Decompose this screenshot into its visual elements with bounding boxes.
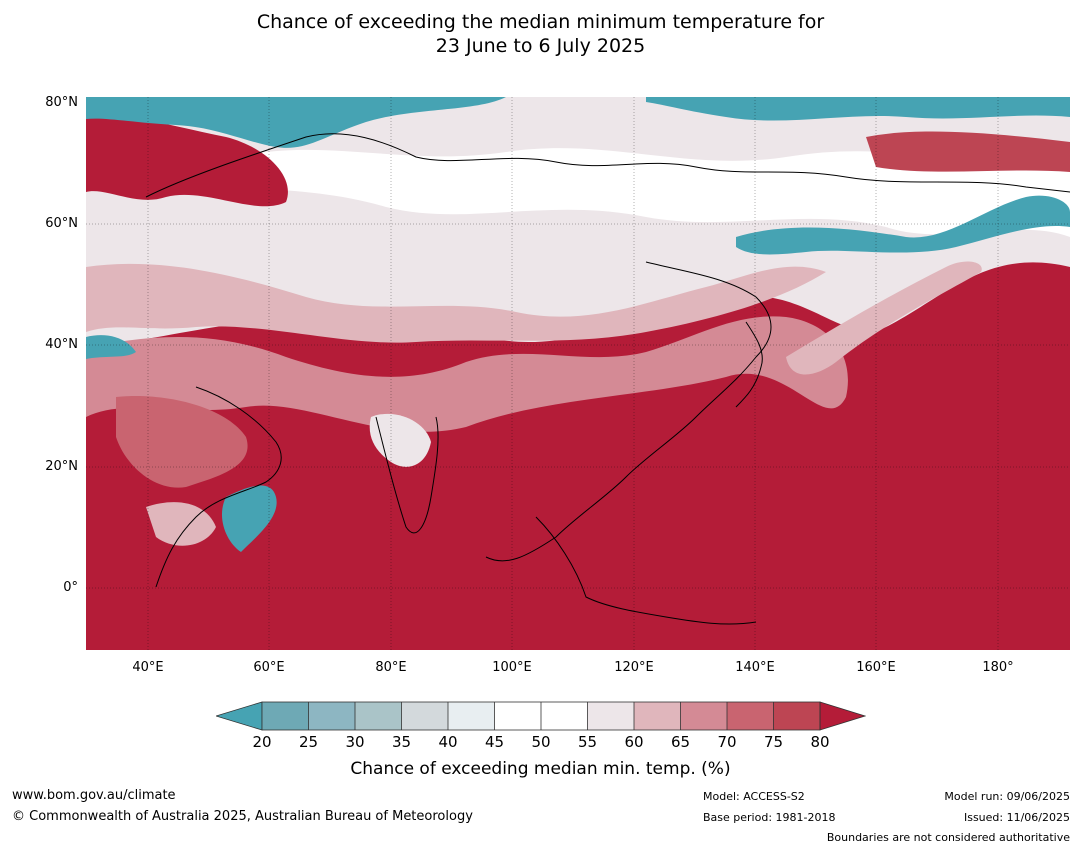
issued-date: Issued: 11/06/2025 (963, 811, 1070, 824)
colorbar-swatch-55-60 (587, 702, 634, 730)
colorbar-tick-60: 60 (624, 733, 644, 751)
colorbar-swatch-20-25 (262, 702, 309, 730)
caspian-teal-region (86, 335, 136, 359)
lat-label-80n: 80°N (45, 95, 78, 110)
lat-label-60n: 60°N (45, 216, 78, 231)
mid-light-pink-region (86, 263, 826, 343)
northwest-red-region (86, 116, 288, 207)
arctic-teal-region (86, 97, 506, 148)
lon-label-180: 180° (982, 660, 1014, 675)
pacific-light-streak (786, 261, 982, 375)
lat-label-0: 0° (63, 580, 78, 595)
lon-label-80e: 80°E (375, 660, 407, 675)
arabia-pink-region (116, 396, 248, 488)
colorbar-swatch-60-65 (634, 702, 681, 730)
lon-label-40e: 40°E (132, 660, 164, 675)
colorbar (216, 701, 866, 731)
arabia-light-region (146, 502, 216, 546)
colorbar-tick-30: 30 (345, 733, 365, 751)
arctic-teal-region-2 (646, 97, 1070, 121)
chart-title: Chance of exceeding the median minimum t… (0, 10, 1081, 58)
colorbar-swatch-65-70 (680, 702, 727, 730)
colorbar-tick-50: 50 (531, 733, 551, 751)
lon-label-60e: 60°E (253, 660, 285, 675)
colorbar-tick-20: 20 (252, 733, 272, 751)
colorbar-swatch-40-45 (448, 702, 495, 730)
north-white-region (86, 148, 1070, 237)
lon-label-140e: 140°E (735, 660, 775, 675)
copyright-text: © Commonwealth of Australia 2025, Austra… (12, 809, 473, 824)
colorbar-tick-25: 25 (298, 733, 319, 751)
arabian-teal-region (221, 485, 277, 552)
colorbar-swatch-45-50 (494, 702, 541, 730)
title-line-1: Chance of exceeding the median minimum t… (256, 11, 825, 33)
lon-label-120e: 120°E (614, 660, 654, 675)
colorbar-swatch-50-55 (541, 702, 588, 730)
lat-label-20n: 20°N (45, 459, 78, 474)
colorbar-tick-70: 70 (717, 733, 737, 751)
colorbar-tick-40: 40 (438, 733, 458, 751)
colorbar-swatch-30-35 (355, 702, 402, 730)
colorbar-swatch-70-75 (727, 702, 774, 730)
colorbar-tick-65: 65 (670, 733, 691, 751)
colorbar-tick-55: 55 (577, 733, 598, 751)
okhotsk-teal-region (736, 195, 1070, 255)
colorbar-tick-45: 45 (484, 733, 505, 751)
colorbar-tick-80: 80 (810, 733, 830, 751)
colorbar-swatch-25-30 (308, 702, 355, 730)
lon-label-160e: 160°E (856, 660, 896, 675)
colorbar-min-arrow (216, 701, 263, 731)
website-link[interactable]: www.bom.gov.au/climate (12, 788, 176, 803)
colorbar-tick-75: 75 (763, 733, 784, 751)
colorbar-swatch-75-80 (773, 702, 820, 730)
colorbar-max-arrow (819, 701, 866, 731)
graticule (86, 97, 1070, 650)
siberia-red-patch (866, 131, 1070, 172)
coastlines (145, 133, 1070, 625)
colorbar-tick-35: 35 (391, 733, 412, 751)
map-canvas (86, 97, 1070, 650)
model-run-date: Model run: 09/06/2025 (944, 790, 1070, 803)
probability-map (86, 97, 1070, 650)
mid-pink-region (86, 316, 848, 432)
colorbar-label: Chance of exceeding median min. temp. (%… (350, 759, 731, 779)
lat-label-40n: 40°N (45, 337, 78, 352)
lon-label-100e: 100°E (492, 660, 532, 675)
model-name: Model: ACCESS-S2 (703, 790, 805, 803)
base-period: Base period: 1981-2018 (703, 811, 836, 824)
title-line-2: 23 June to 6 July 2025 (435, 35, 646, 57)
colorbar-swatch-35-40 (401, 702, 448, 730)
boundary-disclaimer: Boundaries are not considered authoritat… (826, 831, 1070, 844)
